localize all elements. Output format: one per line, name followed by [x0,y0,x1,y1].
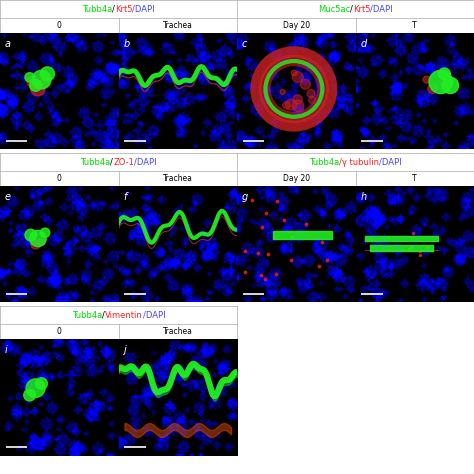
Text: 0: 0 [57,21,62,30]
Text: T: T [412,174,417,183]
Text: e: e [5,192,11,202]
Circle shape [428,84,437,93]
Text: Trachea: Trachea [163,328,193,336]
Circle shape [40,228,50,237]
Text: h: h [360,192,366,202]
Circle shape [31,82,45,96]
Circle shape [40,77,50,87]
Text: /DAPI: /DAPI [134,158,157,166]
Circle shape [283,101,290,109]
Circle shape [285,99,297,110]
Text: /: / [350,5,353,13]
Circle shape [26,379,45,397]
Text: Tubb4a: Tubb4a [309,158,339,166]
Circle shape [292,72,303,82]
Circle shape [309,97,316,103]
Text: /DAPI: /DAPI [133,5,155,13]
Text: j: j [123,345,126,355]
Text: 0: 0 [57,328,62,336]
Text: /DAPI: /DAPI [371,5,393,13]
Text: Muc5ac: Muc5ac [318,5,350,13]
Circle shape [29,230,46,246]
Text: Tubb4a: Tubb4a [80,158,110,166]
Circle shape [423,76,430,83]
Circle shape [40,67,55,81]
Text: /: / [112,5,115,13]
Circle shape [429,70,453,93]
Text: d: d [360,39,366,49]
Text: ZO-1: ZO-1 [113,158,134,166]
Text: a: a [5,39,11,49]
Text: c: c [242,39,247,49]
Text: Tubb4a: Tubb4a [82,5,112,13]
Circle shape [293,95,302,104]
Circle shape [25,229,36,241]
Circle shape [24,389,36,401]
Circle shape [438,68,450,80]
Text: Day 20: Day 20 [283,21,310,30]
Circle shape [300,79,310,89]
Circle shape [36,378,47,389]
Text: T: T [412,21,417,30]
Text: /DAPI: /DAPI [143,311,165,319]
Text: 0: 0 [57,174,62,183]
Text: Krt5: Krt5 [115,5,133,13]
Text: i: i [5,345,8,355]
Text: /DAPI: /DAPI [379,158,402,166]
Text: /: / [102,311,105,319]
Circle shape [442,77,459,93]
Text: /γ tubulin: /γ tubulin [339,158,379,166]
Text: Krt5: Krt5 [353,5,371,13]
Text: f: f [123,192,127,202]
Text: b: b [123,39,129,49]
Circle shape [27,76,39,88]
Text: Day 20: Day 20 [283,174,310,183]
Text: Vimentin: Vimentin [105,311,143,319]
Text: Trachea: Trachea [163,174,193,183]
Circle shape [280,89,285,94]
Circle shape [38,238,45,246]
Circle shape [31,240,40,249]
Circle shape [291,70,297,76]
Text: g: g [242,192,248,202]
Circle shape [25,73,34,82]
Circle shape [307,90,315,98]
Text: Tubb4a: Tubb4a [72,311,102,319]
Circle shape [292,100,304,111]
Text: Trachea: Trachea [163,21,193,30]
Circle shape [32,70,51,89]
Circle shape [29,80,42,91]
Text: /: / [110,158,113,166]
